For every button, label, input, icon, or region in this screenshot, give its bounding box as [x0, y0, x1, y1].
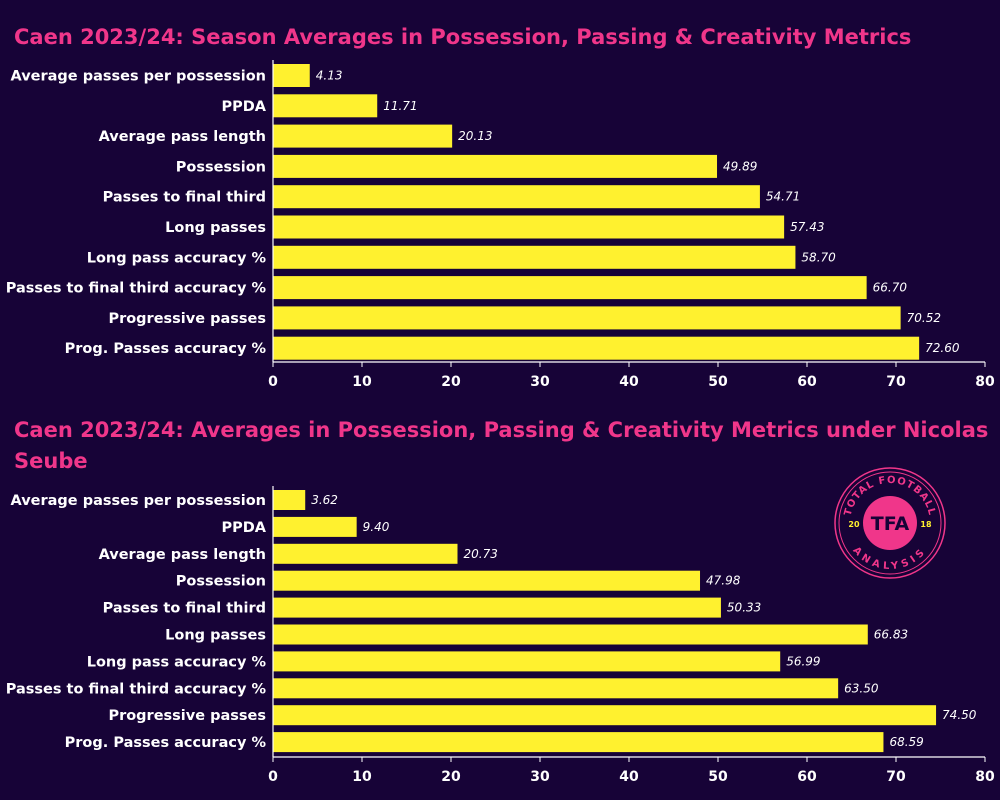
- bar: [273, 154, 718, 178]
- category-label: Average passes per possession: [11, 493, 267, 509]
- logo-inner-ring: [838, 471, 942, 575]
- category-label: Average pass length: [99, 547, 266, 563]
- x-tick-label: 40: [619, 374, 639, 390]
- category-label: Possession: [176, 159, 266, 175]
- x-tick-label: 70: [886, 374, 906, 390]
- data-label: 47.98: [706, 574, 741, 588]
- bar: [273, 705, 937, 726]
- bar: [273, 306, 901, 330]
- bar: [273, 597, 721, 618]
- x-tick-label: 80: [975, 374, 995, 390]
- bar: [273, 490, 306, 510]
- data-label: 4.13: [316, 69, 343, 83]
- data-label: 11.71: [383, 99, 417, 113]
- category-label: Long pass accuracy %: [87, 250, 267, 266]
- bar: [273, 651, 781, 672]
- logo-text: TFA: [871, 513, 910, 535]
- data-label: 56.99: [786, 654, 820, 668]
- bar: [273, 570, 701, 591]
- bar: [273, 64, 310, 87]
- bar: [273, 624, 868, 645]
- x-tick-label: 0: [268, 374, 278, 390]
- bar: [273, 732, 884, 753]
- bar: [273, 245, 796, 269]
- data-label: 54.71: [766, 190, 800, 204]
- x-tick-label: 50: [708, 769, 728, 785]
- bar: [273, 543, 458, 564]
- x-tick-label: 30: [530, 374, 550, 390]
- category-label: Possession: [176, 574, 266, 590]
- data-label: 58.70: [801, 250, 836, 264]
- x-tick-label: 60: [797, 374, 817, 390]
- x-tick-label: 80: [975, 769, 995, 785]
- logo-center: [863, 496, 917, 550]
- category-label: Passes to final third: [103, 601, 266, 617]
- logo-year-right: 18: [920, 520, 932, 529]
- x-tick-label: 10: [352, 374, 372, 390]
- bar: [273, 516, 357, 537]
- category-label: Passes to final third accuracy %: [6, 281, 267, 297]
- data-label: 66.70: [873, 281, 908, 295]
- data-label: 20.13: [458, 129, 492, 143]
- bar: [273, 336, 920, 360]
- data-label: 74.50: [942, 708, 977, 722]
- data-label: 50.33: [727, 601, 761, 615]
- data-label: 20.73: [463, 547, 497, 561]
- logo-year-left: 20: [848, 520, 860, 529]
- x-tick-label: 20: [441, 374, 461, 390]
- category-label: Passes to final third: [103, 190, 266, 206]
- category-label: Long passes: [165, 628, 266, 644]
- chart-title-2: Caen 2023/24: Averages in Possession, Pa…: [14, 418, 989, 473]
- data-label: 63.50: [844, 681, 879, 695]
- x-tick-label: 10: [352, 769, 372, 785]
- x-tick-label: 40: [619, 769, 639, 785]
- x-tick-label: 20: [441, 769, 461, 785]
- category-label: Prog. Passes accuracy %: [65, 735, 267, 751]
- category-label: PPDA: [221, 99, 266, 115]
- category-label: Average pass length: [99, 129, 266, 145]
- bar: [273, 185, 760, 209]
- category-label: PPDA: [221, 520, 266, 536]
- category-label: Passes to final third accuracy %: [6, 681, 267, 697]
- category-label: Long pass accuracy %: [87, 654, 267, 670]
- category-label: Average passes per possession: [11, 69, 267, 85]
- x-tick-label: 50: [708, 374, 728, 390]
- category-label: Progressive passes: [108, 311, 266, 327]
- data-label: 49.89: [723, 159, 757, 173]
- x-tick-label: 30: [530, 769, 550, 785]
- data-label: 68.59: [889, 735, 923, 749]
- bar: [273, 94, 378, 118]
- bar: [273, 276, 867, 300]
- data-label: 9.40: [363, 520, 390, 534]
- x-tick-label: 0: [268, 769, 278, 785]
- bar: [273, 215, 785, 239]
- data-label: 72.60: [925, 341, 960, 355]
- bar: [273, 124, 453, 148]
- category-label: Progressive passes: [108, 708, 266, 724]
- data-label: 3.62: [311, 493, 338, 507]
- category-label: Long passes: [165, 220, 266, 236]
- data-label: 66.83: [874, 628, 908, 642]
- logo-outer-ring: [834, 467, 946, 579]
- data-label: 57.43: [790, 220, 824, 234]
- x-tick-label: 60: [797, 769, 817, 785]
- x-tick-label: 70: [886, 769, 906, 785]
- category-label: Prog. Passes accuracy %: [65, 341, 267, 357]
- chart-title-1: Caen 2023/24: Season Averages in Possess…: [14, 25, 912, 49]
- data-label: 70.52: [907, 311, 941, 325]
- bar: [273, 678, 839, 699]
